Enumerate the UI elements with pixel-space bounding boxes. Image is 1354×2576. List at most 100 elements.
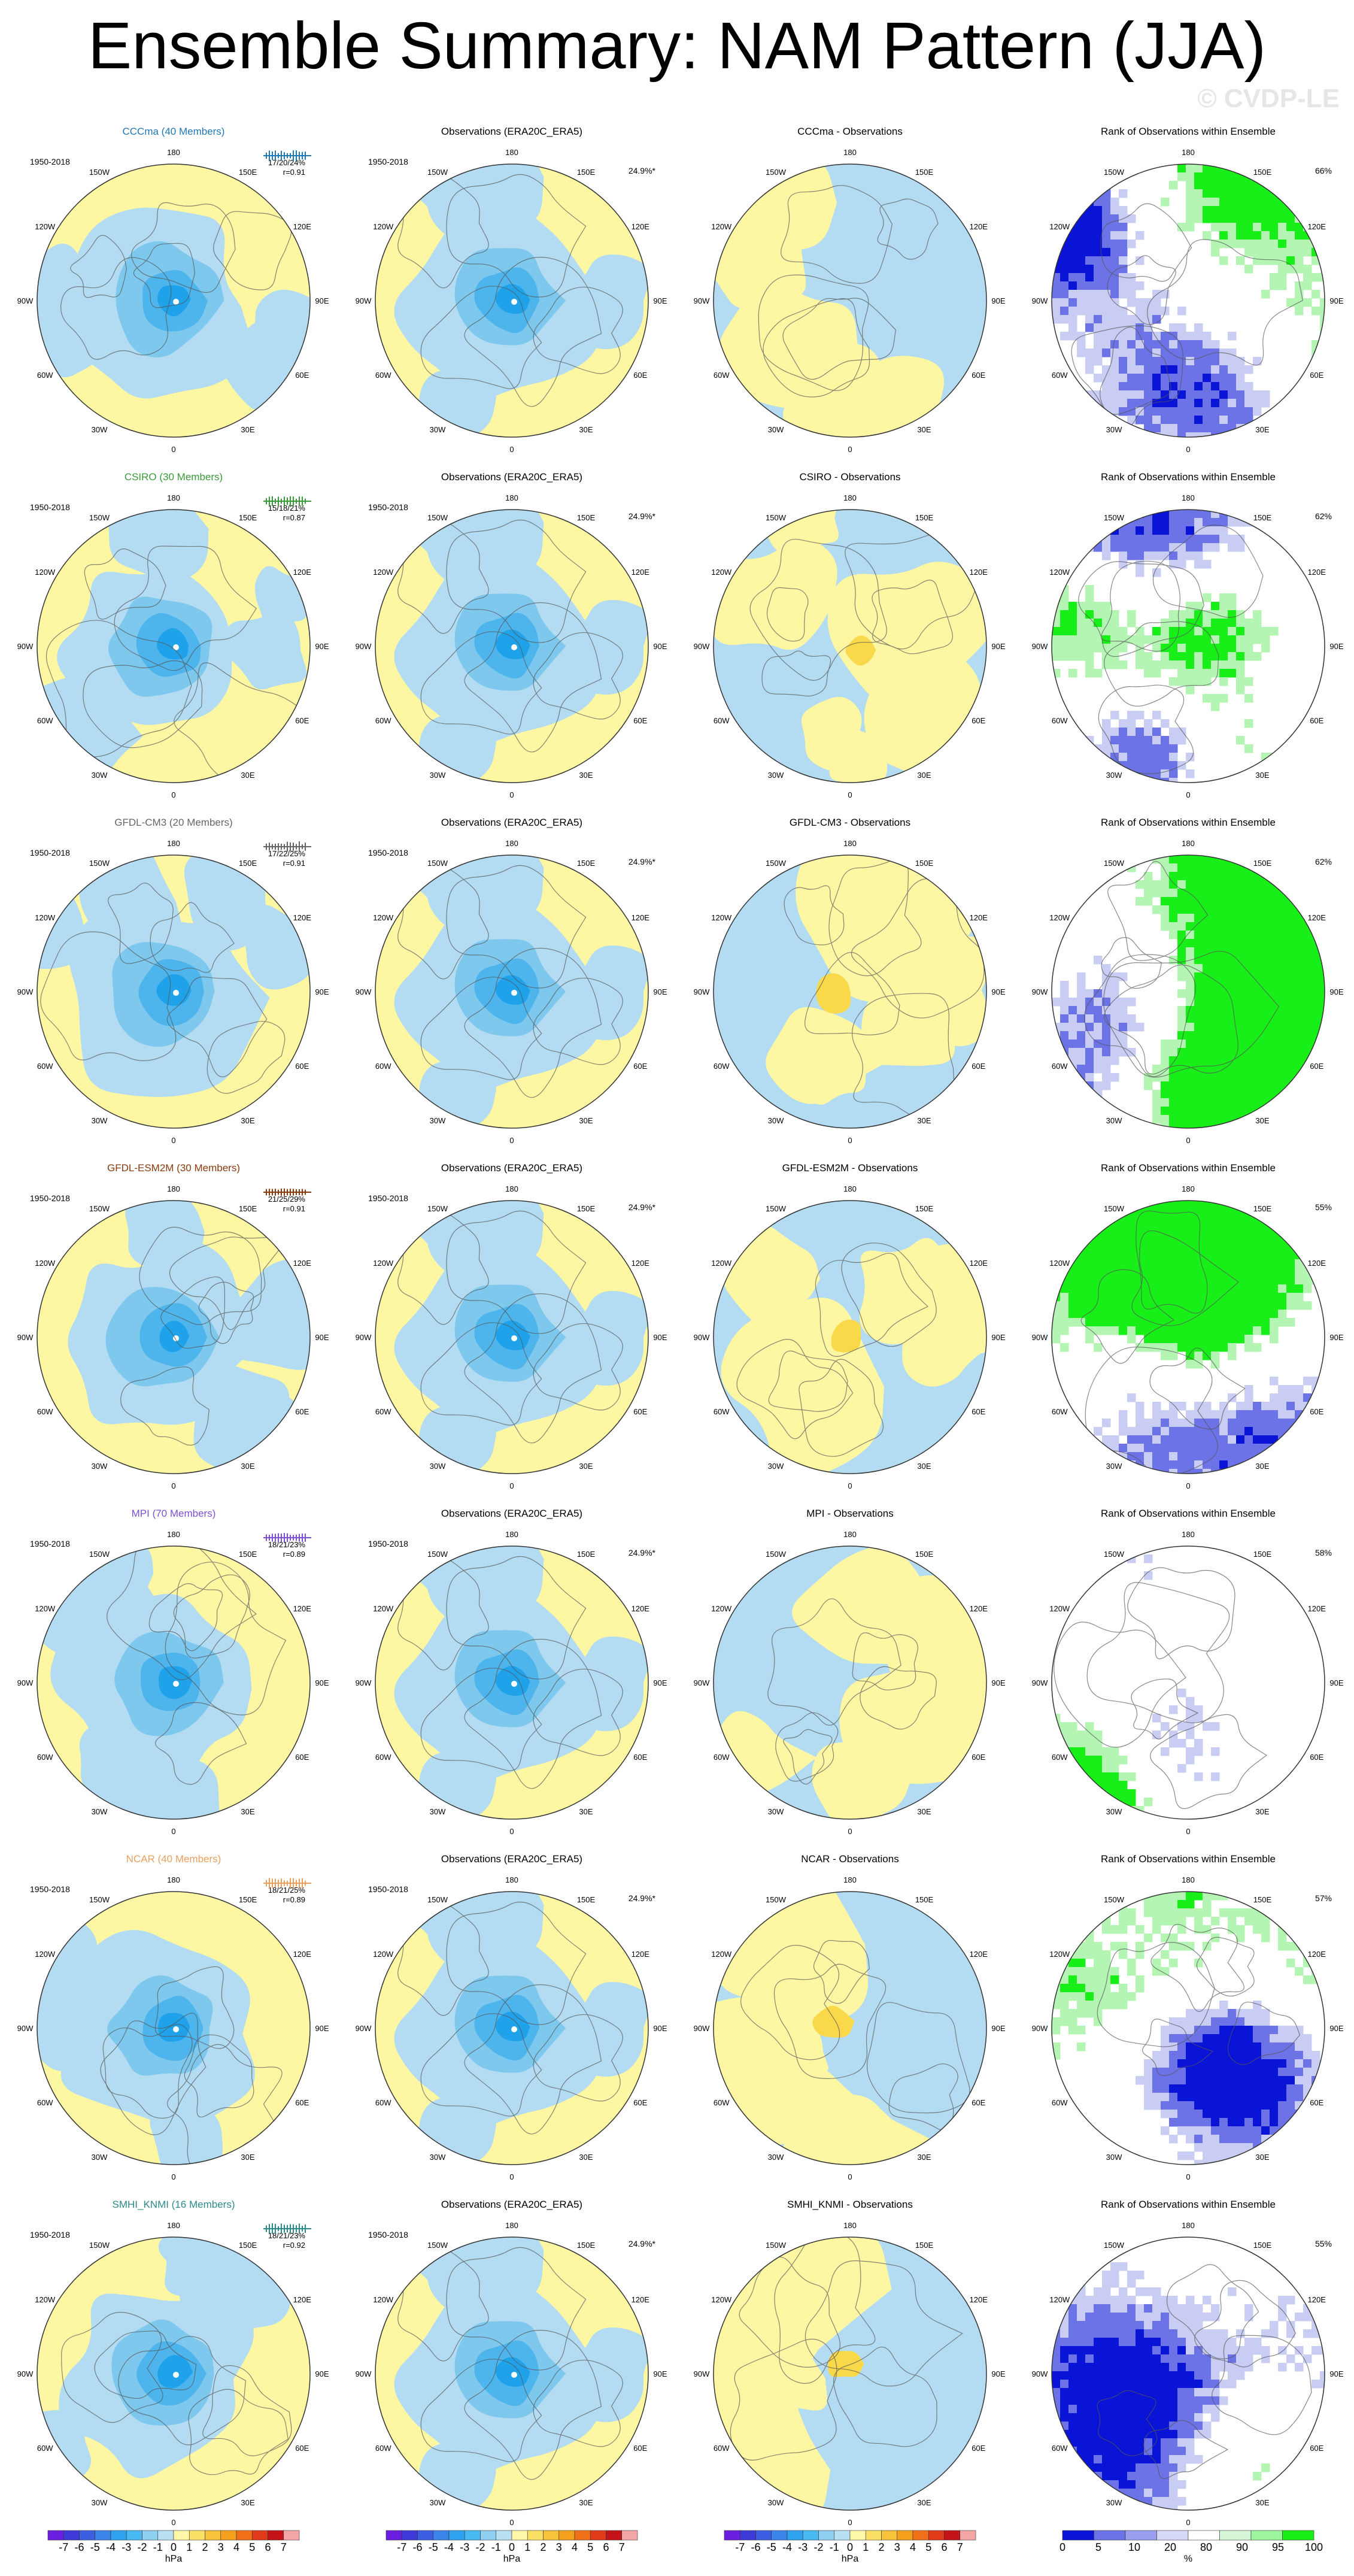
colorbar-label: 4: [910, 2541, 916, 2553]
coastlines: [758, 185, 939, 398]
pattern-correlation: r=0.89: [283, 1550, 305, 1559]
colorbar: 0 5 10 20 80 90 95 100%: [1059, 2530, 1323, 2564]
lon-label: 90E: [991, 1333, 1005, 1342]
lon-label: 120E: [970, 1604, 988, 1613]
period-label: 1950-2018: [368, 502, 408, 512]
lon-label: 30E: [579, 2153, 593, 2162]
lon-label: 30W: [430, 1462, 446, 1471]
lon-label: 30E: [1255, 2153, 1269, 2162]
lon-label: 120E: [632, 568, 650, 577]
lon-label: 60E: [1310, 1062, 1323, 1071]
colorbar-swatch: [464, 2530, 481, 2541]
coastlines: [397, 169, 623, 407]
lon-label: 90W: [1032, 2369, 1048, 2378]
period-label: 1950-2018: [368, 1539, 408, 1548]
colorbar-label: 7: [281, 2541, 287, 2553]
lon-label: 60E: [972, 1753, 985, 1762]
colorbar-label: 100: [1305, 2541, 1323, 2553]
lon-label: 120W: [35, 1259, 56, 1268]
period-label: 1950-2018: [30, 157, 70, 166]
lon-label: 30W: [1106, 425, 1122, 434]
lon-label: 90E: [315, 2369, 329, 2378]
lon-label: 120E: [632, 1604, 650, 1613]
lon-label: 90W: [356, 642, 372, 651]
model-title: MPI (70 Members): [132, 1508, 216, 1519]
lon-label: 120W: [373, 222, 394, 231]
ensemble-stats: 17/20/24%: [268, 158, 306, 167]
lon-label: 180: [167, 2221, 180, 2230]
lon-label: 60E: [633, 1407, 647, 1416]
map-panel: Observations (ERA20C_ERA5) 1950-2018 24.9%…: [356, 2199, 667, 2527]
lon-label: 120W: [711, 913, 732, 922]
lon-label: 90E: [315, 642, 329, 651]
lon-label: 180: [1182, 1875, 1195, 1884]
lon-label: 30W: [1106, 771, 1122, 780]
lon-label: 150E: [577, 168, 596, 177]
map-panel: CSIRO - Observations 180 150E 120E 90E 60E 30E…: [694, 471, 1006, 799]
map-panel: Rank of Observations within Ensemble 62% 1…: [1032, 817, 1344, 1145]
model-title: CCCma (40 Members): [123, 126, 225, 137]
colorbar-swatch: [912, 2530, 929, 2541]
rank-percent: 55%: [1315, 1202, 1332, 1212]
colorbar-swatch: [496, 2530, 512, 2541]
lon-label: 30W: [768, 771, 784, 780]
lon-label: 90W: [694, 2024, 710, 2033]
colorbar-label: -2: [813, 2541, 823, 2553]
lon-label: 30E: [1255, 2498, 1269, 2507]
lon-label: 150E: [577, 2241, 596, 2250]
lon-label: 0: [509, 2172, 514, 2181]
colorbar: -7 -6 -5 -4 -3 -2 -1 0 1 2 3 4 5 6 7 hPa: [47, 2530, 300, 2564]
lon-label: 180: [167, 839, 180, 848]
lon-label: 90E: [991, 642, 1005, 651]
colorbar-swatch: [771, 2530, 788, 2541]
lon-label: 120E: [632, 1259, 650, 1268]
lon-label: 30W: [92, 2498, 108, 2507]
map-outline: [37, 2236, 311, 2511]
lon-label: 120E: [1308, 1259, 1326, 1268]
lon-label: 60E: [1310, 2444, 1323, 2453]
map-outline: [375, 1891, 649, 2165]
lon-label: 90W: [694, 296, 710, 305]
lon-label: 120W: [35, 222, 56, 231]
lon-label: 90W: [694, 642, 710, 651]
pattern-correlation: r=0.91: [283, 1204, 305, 1213]
lon-label: 90E: [315, 1678, 329, 1687]
rank-percent: 55%: [1315, 2239, 1332, 2248]
map-panel: Rank of Observations within Ensemble 58% 1…: [1032, 1508, 1344, 1836]
coastlines: [120, 1226, 283, 1446]
diff-title: SMHI_KNMI - Observations: [787, 2199, 913, 2210]
lon-label: 180: [505, 1530, 518, 1539]
lon-label: 60W: [714, 716, 730, 725]
rank-title: Rank of Observations within Ensemble: [1101, 1853, 1276, 1865]
colorbar-swatch: [63, 2530, 80, 2541]
lon-label: 120W: [35, 1950, 56, 1959]
lon-label: 30E: [1255, 1116, 1269, 1125]
lon-label: 90W: [1032, 642, 1048, 651]
lon-label: 120W: [1049, 1950, 1070, 1959]
colorbar-label: -1: [491, 2541, 501, 2553]
coastlines: [397, 1205, 623, 1444]
lon-label: 0: [1186, 1827, 1190, 1836]
lon-label: 180: [1182, 1184, 1195, 1193]
colorbar-label: 0: [171, 2541, 177, 2553]
lon-label: 90E: [653, 1333, 667, 1342]
rank-percent: 66%: [1315, 166, 1332, 175]
lon-label: 150W: [766, 859, 787, 868]
lon-label: 150W: [427, 859, 448, 868]
lon-label: 60W: [1052, 371, 1068, 380]
lon-label: 30W: [430, 771, 446, 780]
colorbar-swatch: [1094, 2530, 1126, 2541]
lon-label: 60W: [37, 371, 53, 380]
colorbar-swatch: [1250, 2530, 1283, 2541]
lon-label: 30W: [430, 2498, 446, 2507]
map-panel: Observations (ERA20C_ERA5) 1950-2018 24.9%…: [356, 126, 667, 454]
map-outline: [37, 163, 311, 438]
lon-label: 120E: [293, 222, 312, 231]
map-panel: NCAR (40 Members) 1950-2018 18/21/25%r=0.8…: [17, 1853, 329, 2181]
lon-label: 90E: [1329, 2024, 1343, 2033]
lon-label: 30W: [430, 1116, 446, 1125]
map-panel: MPI - Observations 180 150E 120E 90E 60E 30E 0 3…: [694, 1508, 1006, 1836]
colorbar-swatch: [574, 2530, 591, 2541]
obs-title: Observations (ERA20C_ERA5): [441, 1508, 582, 1519]
lon-label: 150E: [577, 1895, 596, 1904]
